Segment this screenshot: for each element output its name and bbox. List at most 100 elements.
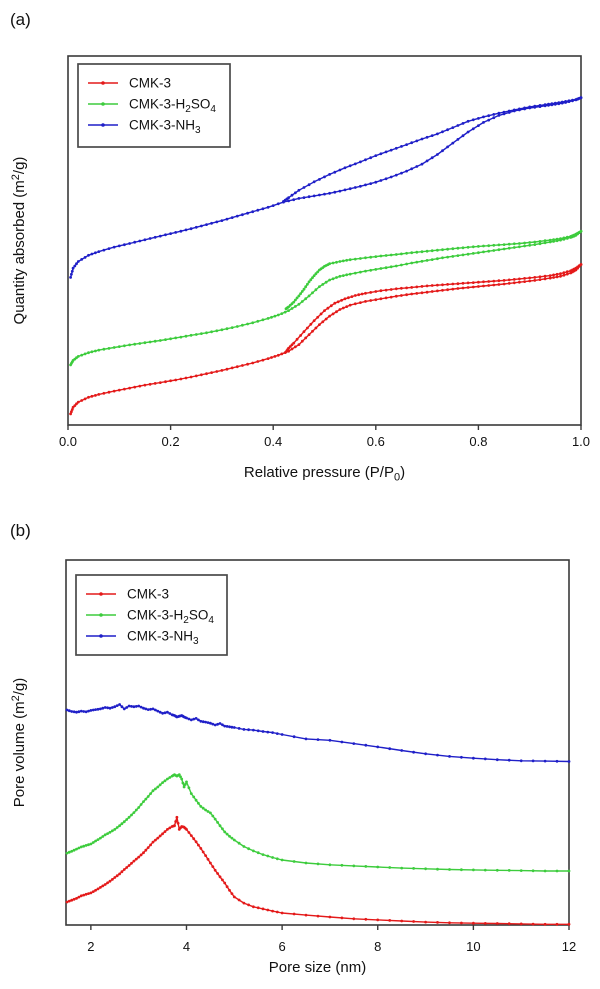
data-point-marker (369, 156, 373, 160)
data-point-marker (533, 240, 537, 244)
data-point-marker (87, 253, 90, 257)
data-point-marker (394, 253, 398, 256)
data-point-marker (379, 289, 383, 293)
data-point-marker (230, 836, 234, 840)
data-point-marker (123, 387, 126, 391)
data-point-marker (379, 254, 383, 258)
data-point-marker (230, 892, 234, 895)
data-point-marker (270, 356, 273, 359)
data-point-marker (359, 301, 362, 304)
data-point-marker (446, 255, 449, 259)
data-point-marker (507, 758, 511, 762)
data-point-marker (235, 214, 239, 218)
data-point-marker (120, 870, 124, 874)
data-point-marker (353, 186, 357, 189)
data-point-marker (83, 397, 87, 401)
data-point-marker (567, 869, 571, 873)
data-point-marker (130, 705, 133, 708)
data-point-marker (192, 717, 196, 721)
data-point-marker (280, 858, 284, 862)
data-point-marker (364, 865, 368, 868)
data-point-marker (115, 874, 119, 878)
data-point-marker (79, 709, 83, 713)
legend-marker (101, 102, 105, 106)
data-point-marker (300, 339, 304, 343)
data-point-marker (460, 921, 463, 925)
data-point-marker (223, 830, 227, 834)
data-point-marker (523, 241, 526, 245)
panel-b-label: (b) (10, 521, 31, 540)
data-point-marker (543, 241, 547, 245)
data-point-marker (425, 259, 429, 262)
data-point-marker (97, 393, 101, 396)
data-point-marker (461, 253, 465, 257)
data-point-marker (518, 277, 521, 281)
data-point-marker (282, 200, 285, 203)
data-point-marker (125, 818, 129, 821)
data-point-marker (138, 342, 142, 345)
data-point-marker (213, 868, 217, 872)
data-point-marker (374, 180, 378, 184)
data-point-marker (360, 292, 364, 296)
legend-label: CMK-3-NH3 (127, 629, 199, 648)
data-point-marker (507, 922, 511, 926)
data-point-marker (352, 742, 356, 745)
data-point-marker (309, 322, 313, 326)
data-point-marker (425, 290, 429, 294)
data-point-marker (528, 241, 532, 244)
data-point-marker (472, 756, 475, 760)
data-point-marker (111, 878, 114, 881)
data-point-marker (487, 114, 491, 118)
data-point-marker (555, 237, 559, 241)
data-point-marker (127, 704, 131, 708)
data-point-marker (209, 811, 212, 815)
data-point-marker (569, 269, 573, 273)
data-point-marker (132, 705, 136, 709)
data-point-marker (495, 868, 499, 872)
data-point-marker (482, 244, 485, 248)
data-point-marker (241, 323, 244, 327)
data-point-marker (512, 242, 516, 246)
data-point-marker (280, 733, 284, 736)
data-point-marker (166, 828, 169, 831)
data-point-marker (461, 286, 465, 290)
data-point-marker (77, 846, 81, 850)
data-point-marker (345, 258, 349, 262)
data-point-marker (101, 835, 105, 838)
data-point-marker (194, 798, 198, 802)
data-point-marker (353, 271, 357, 275)
data-point-marker (359, 160, 362, 164)
data-point-marker (128, 343, 132, 347)
data-point-marker (72, 897, 76, 901)
data-point-marker (67, 709, 71, 713)
data-point-marker (552, 238, 555, 242)
data-point-marker (487, 280, 491, 283)
data-point-marker (318, 178, 321, 181)
data-point-marker (241, 213, 244, 217)
data-point-marker (169, 232, 173, 236)
data-point-marker (94, 708, 97, 711)
data-point-marker (194, 840, 198, 844)
data-point-marker (388, 866, 392, 869)
data-point-marker (559, 272, 562, 276)
legend-label: CMK-3-NH3 (129, 118, 201, 137)
data-point-marker (318, 193, 321, 197)
data-point-marker (292, 912, 296, 916)
data-point-marker (374, 255, 378, 258)
data-point-marker (335, 310, 338, 314)
data-point-marker (290, 193, 294, 197)
data-point-marker (154, 787, 157, 791)
data-point-marker (425, 249, 429, 253)
data-point-marker (311, 291, 314, 295)
data-point-marker (179, 377, 183, 381)
data-point-marker (415, 139, 419, 143)
data-point-marker (83, 256, 87, 259)
data-point-marker (137, 704, 141, 708)
data-point-marker (369, 255, 373, 259)
data-point-marker (512, 281, 516, 285)
data-point-marker (235, 365, 239, 369)
data-point-marker (210, 221, 214, 225)
data-point-marker (294, 298, 297, 302)
data-point-marker (369, 268, 373, 272)
legend-label: CMK-3 (129, 76, 171, 91)
